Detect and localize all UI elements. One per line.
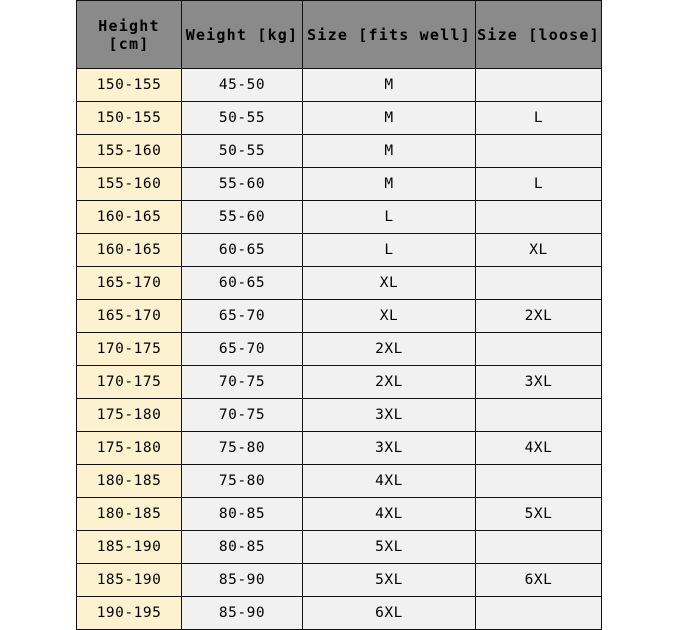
cell-height: 170-175 <box>76 332 182 366</box>
cell-weight: 60-65 <box>181 266 303 300</box>
table-row: 175-180 75-80 3XL 4XL <box>76 431 602 465</box>
table-row: 185-190 85-90 5XL 6XL <box>76 563 602 597</box>
cell-weight: 55-60 <box>181 200 303 234</box>
cell-height: 180-185 <box>76 464 182 498</box>
table-row: 180-185 75-80 4XL <box>76 464 602 498</box>
cell-fits-well: 5XL <box>302 530 476 564</box>
table-row: 165-170 65-70 XL 2XL <box>76 299 602 333</box>
header-row: Height [cm] Weight [kg] Size [fits well]… <box>76 0 602 69</box>
cell-fits-well: XL <box>302 266 476 300</box>
cell-loose <box>475 200 602 234</box>
cell-height: 155-160 <box>76 167 182 201</box>
column-header-fits-well: Size [fits well] <box>302 0 476 69</box>
cell-height: 155-160 <box>76 134 182 168</box>
table-row: 170-175 70-75 2XL 3XL <box>76 365 602 399</box>
cell-fits-well: 4XL <box>302 464 476 498</box>
cell-loose: 3XL <box>475 365 602 399</box>
cell-fits-well: M <box>302 167 476 201</box>
column-header-loose: Size [loose] <box>475 0 602 69</box>
cell-height: 165-170 <box>76 266 182 300</box>
table-row: 170-175 65-70 2XL <box>76 332 602 366</box>
cell-loose: 6XL <box>475 563 602 597</box>
table-row: 155-160 55-60 M L <box>76 167 602 201</box>
table-row: 150-155 45-50 M <box>76 68 602 102</box>
cell-fits-well: 3XL <box>302 398 476 432</box>
cell-fits-well: M <box>302 134 476 168</box>
cell-loose <box>475 68 602 102</box>
table-row: 160-165 60-65 L XL <box>76 233 602 267</box>
cell-weight: 65-70 <box>181 332 303 366</box>
cell-fits-well: M <box>302 101 476 135</box>
cell-weight: 50-55 <box>181 134 303 168</box>
cell-height: 190-195 <box>76 596 182 630</box>
cell-loose <box>475 398 602 432</box>
column-header-height: Height [cm] <box>76 0 182 69</box>
cell-weight: 65-70 <box>181 299 303 333</box>
cell-fits-well: 5XL <box>302 563 476 597</box>
table-body: 150-155 45-50 M 150-155 50-55 M L 155-160 50-55 M… <box>76 68 602 630</box>
cell-loose <box>475 530 602 564</box>
cell-loose: 2XL <box>475 299 602 333</box>
cell-loose: L <box>475 167 602 201</box>
cell-weight: 50-55 <box>181 101 303 135</box>
cell-weight: 85-90 <box>181 563 303 597</box>
table-row: 190-195 85-90 6XL <box>76 596 602 630</box>
cell-fits-well: M <box>302 68 476 102</box>
cell-loose: L <box>475 101 602 135</box>
size-chart-container: Height [cm] Weight [kg] Size [fits well]… <box>76 0 602 630</box>
cell-weight: 55-60 <box>181 167 303 201</box>
cell-height: 175-180 <box>76 431 182 465</box>
table-row: 160-165 55-60 L <box>76 200 602 234</box>
cell-weight: 70-75 <box>181 365 303 399</box>
table-row: 165-170 60-65 XL <box>76 266 602 300</box>
table-row: 155-160 50-55 M <box>76 134 602 168</box>
cell-loose: XL <box>475 233 602 267</box>
cell-weight: 80-85 <box>181 497 303 531</box>
cell-weight: 75-80 <box>181 464 303 498</box>
size-chart-table: Height [cm] Weight [kg] Size [fits well]… <box>76 0 602 630</box>
cell-weight: 75-80 <box>181 431 303 465</box>
cell-weight: 70-75 <box>181 398 303 432</box>
cell-height: 150-155 <box>76 101 182 135</box>
cell-loose <box>475 464 602 498</box>
cell-height: 180-185 <box>76 497 182 531</box>
cell-fits-well: 2XL <box>302 365 476 399</box>
cell-height: 150-155 <box>76 68 182 102</box>
cell-height: 185-190 <box>76 530 182 564</box>
cell-loose: 4XL <box>475 431 602 465</box>
table-row: 180-185 80-85 4XL 5XL <box>76 497 602 531</box>
cell-fits-well: 2XL <box>302 332 476 366</box>
cell-loose <box>475 134 602 168</box>
cell-loose <box>475 332 602 366</box>
cell-weight: 85-90 <box>181 596 303 630</box>
cell-fits-well: 4XL <box>302 497 476 531</box>
cell-height: 185-190 <box>76 563 182 597</box>
column-header-weight: Weight [kg] <box>181 0 303 69</box>
table-row: 175-180 70-75 3XL <box>76 398 602 432</box>
cell-fits-well: 6XL <box>302 596 476 630</box>
cell-fits-well: 3XL <box>302 431 476 465</box>
table-header: Height [cm] Weight [kg] Size [fits well]… <box>76 0 602 69</box>
table-row: 185-190 80-85 5XL <box>76 530 602 564</box>
cell-height: 160-165 <box>76 233 182 267</box>
cell-weight: 45-50 <box>181 68 303 102</box>
cell-height: 165-170 <box>76 299 182 333</box>
cell-loose: 5XL <box>475 497 602 531</box>
cell-weight: 60-65 <box>181 233 303 267</box>
table-row: 150-155 50-55 M L <box>76 101 602 135</box>
cell-fits-well: XL <box>302 299 476 333</box>
cell-height: 175-180 <box>76 398 182 432</box>
cell-weight: 80-85 <box>181 530 303 564</box>
cell-height: 160-165 <box>76 200 182 234</box>
cell-loose <box>475 596 602 630</box>
cell-fits-well: L <box>302 200 476 234</box>
cell-fits-well: L <box>302 233 476 267</box>
cell-loose <box>475 266 602 300</box>
cell-height: 170-175 <box>76 365 182 399</box>
